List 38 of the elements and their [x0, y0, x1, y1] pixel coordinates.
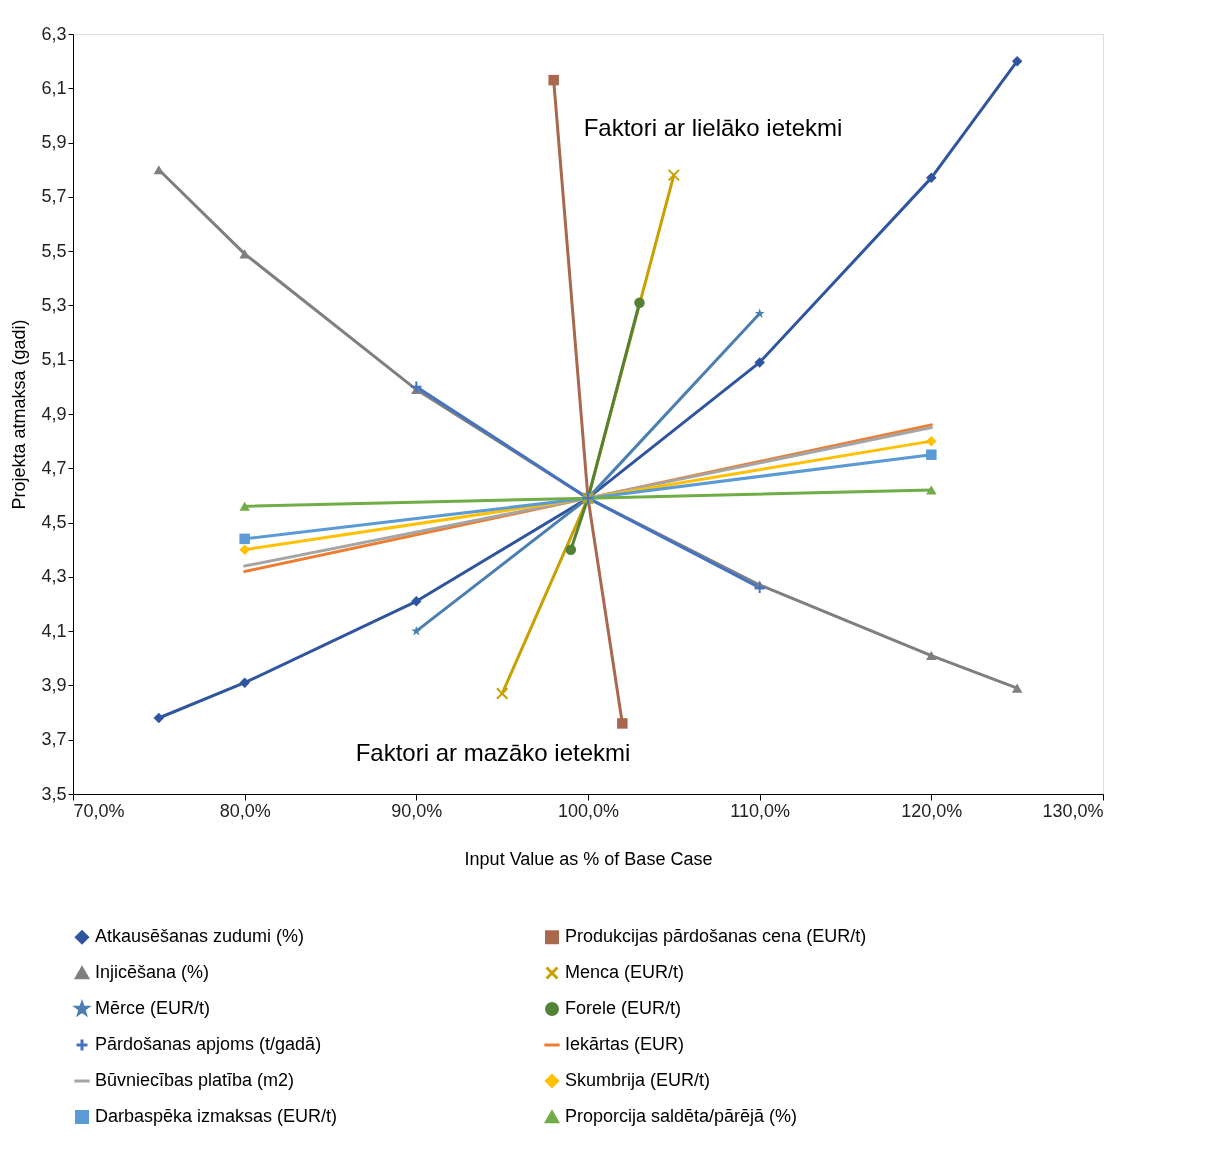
legend-label: Proporcija saldēta/pārējā (%)	[565, 1106, 798, 1126]
y-tick-label: 6,3	[41, 23, 67, 44]
y-tick-label: 5,1	[41, 349, 67, 370]
x-tick-label: 90,0%	[391, 800, 443, 821]
legend-label: Forele (EUR/t)	[565, 998, 682, 1018]
x-tick-label: 70,0%	[73, 800, 125, 821]
y-tick-label: 5,3	[41, 294, 67, 315]
legend-label: Mērce (EUR/t)	[95, 998, 211, 1018]
x-axis-title: Input Value as % of Base Case	[464, 848, 713, 869]
legend-label: Darbaspēka izmaksas (EUR/t)	[95, 1106, 338, 1126]
legend-label: Iekārtas (EUR)	[565, 1034, 685, 1054]
legend-label: Skumbrija (EUR/t)	[565, 1070, 711, 1090]
x-tick-label: 100,0%	[557, 800, 620, 821]
annotation: Faktori ar lielāko ietekmi	[583, 114, 843, 141]
legend-label: Atkausēšanas zudumi (%)	[95, 926, 305, 947]
y-tick-label: 5,5	[41, 240, 67, 261]
legend-label: Būvniecības platība (m2)	[95, 1070, 295, 1090]
legend-label: Pārdošanas apjoms (t/gadā)	[95, 1034, 322, 1054]
y-tick-label: 3,5	[41, 783, 67, 804]
y-tick-label: 6,1	[41, 77, 67, 98]
y-tick-label: 5,7	[41, 186, 67, 207]
y-tick-label: 4,3	[41, 566, 67, 587]
x-tick-label: 130,0%	[1042, 800, 1104, 821]
y-tick-label: 3,9	[41, 674, 67, 695]
legend-label: Injicēšana (%)	[95, 962, 210, 982]
x-tick-label: 120,0%	[901, 800, 963, 821]
x-tick-label: 110,0%	[730, 800, 791, 821]
y-tick-label: 3,7	[41, 729, 67, 750]
legend-label: Menca (EUR/t)	[565, 962, 685, 982]
y-tick-label: 4,7	[41, 457, 67, 478]
annotation: Faktori ar mazāko ietekmi	[355, 739, 631, 766]
y-axis-title: Projekta atmaksa (gadi)	[9, 319, 30, 510]
y-tick-label: 4,1	[41, 620, 67, 641]
legend-label: Produkcijas pārdošanas cena (EUR/t)	[565, 926, 867, 947]
x-tick-label: 80,0%	[219, 800, 271, 821]
y-tick-label: 4,9	[41, 403, 67, 424]
y-tick-label: 4,5	[41, 512, 67, 533]
y-tick-label: 5,9	[41, 132, 67, 153]
